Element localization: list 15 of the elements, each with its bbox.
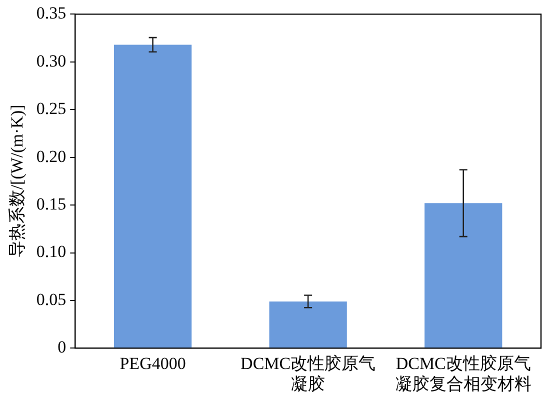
y-tick-label: 0: [58, 338, 66, 357]
y-axis-title: 导热系数/[(W/(m·K)]: [8, 104, 27, 258]
y-tick-label: 0.35: [36, 4, 66, 23]
y-tick-label: 0.20: [36, 146, 66, 166]
y-tick-label: 0.10: [36, 242, 66, 262]
x-tick-label: PEG4000: [120, 354, 186, 373]
y-tick-label: 0.30: [36, 51, 66, 70]
y-tick-label: 0.15: [36, 194, 66, 214]
bar: [114, 44, 192, 348]
y-tick-label: 0.05: [36, 290, 66, 309]
x-tick-label: DCMC改性胶原气凝胶: [240, 354, 376, 394]
bar: [269, 301, 347, 348]
y-tick-label: 0.25: [36, 99, 66, 118]
bar: [424, 203, 502, 348]
x-tick-label: DCMC改性胶原气凝胶复合相变材料: [395, 354, 532, 394]
